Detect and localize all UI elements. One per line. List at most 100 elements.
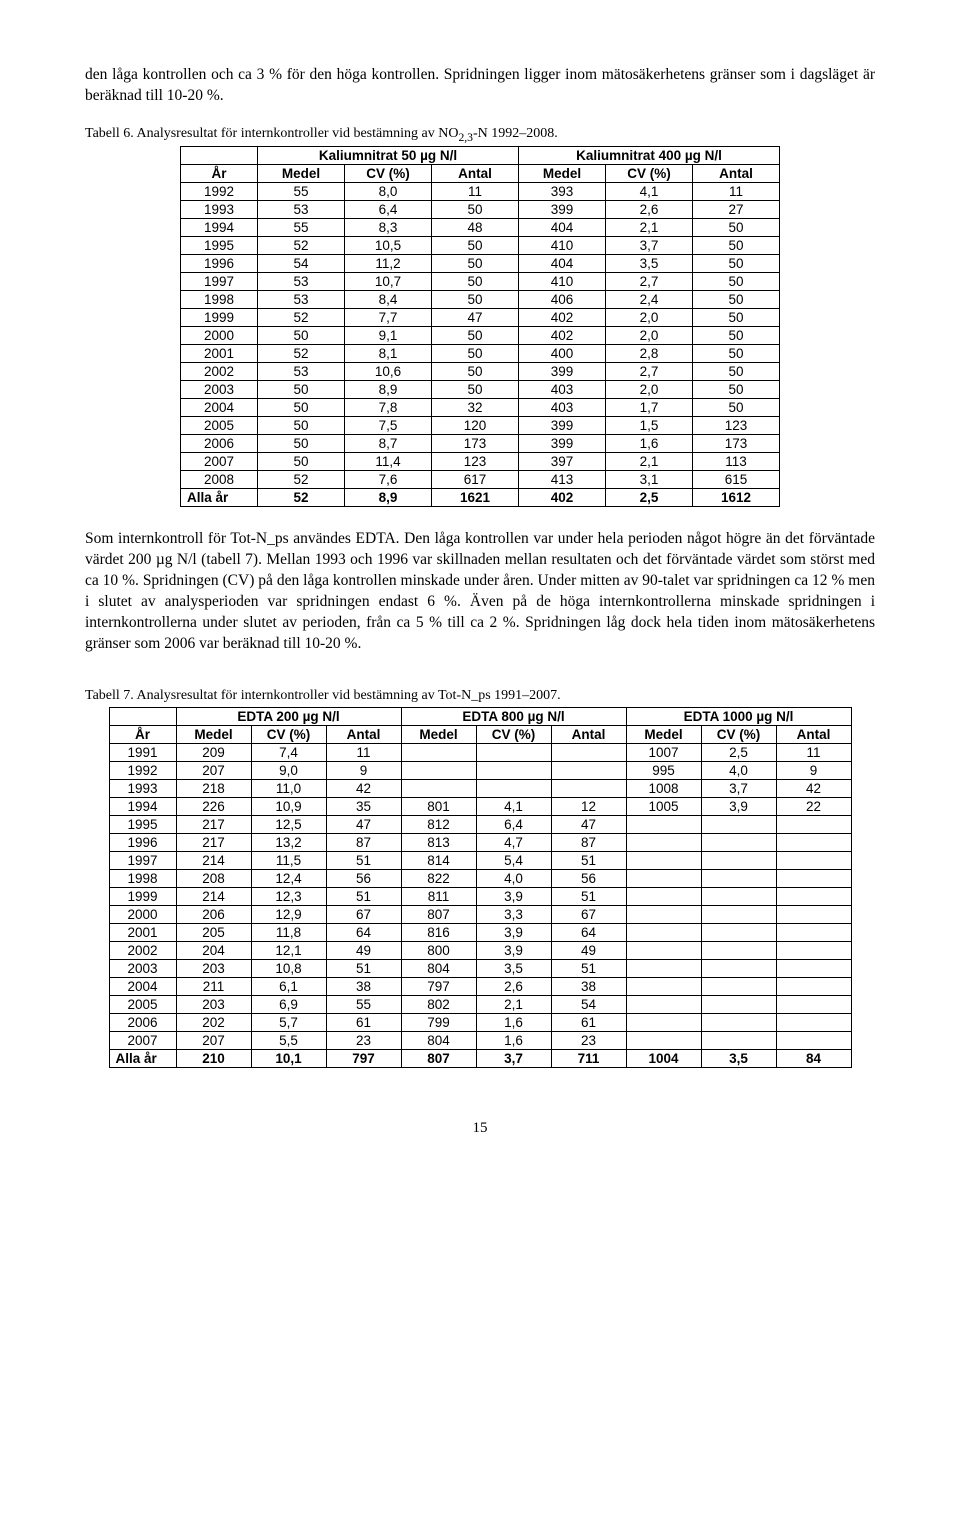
table-cell: 2000 xyxy=(109,905,176,923)
table-cell: 801 xyxy=(401,797,476,815)
table-cell: 52 xyxy=(258,471,345,489)
table-cell: 3,9 xyxy=(701,797,776,815)
table-cell: 1998 xyxy=(109,869,176,887)
table-cell xyxy=(626,995,701,1013)
table-cell: 203 xyxy=(176,995,251,1013)
col-medel-1: Medel xyxy=(258,165,345,183)
table-cell: 9 xyxy=(326,761,401,779)
col-medel-2: Medel xyxy=(401,725,476,743)
table-cell: 1994 xyxy=(109,797,176,815)
table-cell: 1996 xyxy=(109,833,176,851)
table-cell: 3,9 xyxy=(476,941,551,959)
table-cell: 800 xyxy=(401,941,476,959)
table-cell: 1,7 xyxy=(606,399,693,417)
table-cell: 8,7 xyxy=(345,435,432,453)
table-cell: 399 xyxy=(519,201,606,219)
col-cv-1: CV (%) xyxy=(251,725,326,743)
table-cell: 61 xyxy=(326,1013,401,1031)
col-cv-3: CV (%) xyxy=(701,725,776,743)
table-6-corner xyxy=(181,147,258,165)
table-cell: 10,7 xyxy=(345,273,432,291)
table-cell: 123 xyxy=(432,453,519,471)
table-cell: 32 xyxy=(432,399,519,417)
table-cell: 822 xyxy=(401,869,476,887)
table-cell: 217 xyxy=(176,833,251,851)
table-row: 2001528,1504002,850 xyxy=(181,345,780,363)
table-cell: 50 xyxy=(693,219,780,237)
table-cell: 1992 xyxy=(181,183,258,201)
table-cell: 1996 xyxy=(181,255,258,273)
table-cell xyxy=(776,1031,851,1049)
table-cell: 2,1 xyxy=(606,453,693,471)
table-row: Alla år528,916214022,51612 xyxy=(181,489,780,507)
table-cell: 42 xyxy=(776,779,851,797)
table-cell: 617 xyxy=(432,471,519,489)
table-cell xyxy=(776,887,851,905)
table-row: 199721411,5518145,451 xyxy=(109,851,851,869)
table-cell: 6,4 xyxy=(345,201,432,219)
table-cell: 50 xyxy=(258,435,345,453)
table-cell: 53 xyxy=(258,291,345,309)
table-cell: 397 xyxy=(519,453,606,471)
table-row: 19975310,7504102,750 xyxy=(181,273,780,291)
table-7-header-row: År Medel CV (%) Antal Medel CV (%) Antal… xyxy=(109,725,851,743)
table-cell: 55 xyxy=(258,183,345,201)
table-cell: 406 xyxy=(519,291,606,309)
table-cell xyxy=(626,923,701,941)
col-antal-2: Antal xyxy=(551,725,626,743)
col-medel-1: Medel xyxy=(176,725,251,743)
table-cell: 4,0 xyxy=(701,761,776,779)
table-cell: 55 xyxy=(258,219,345,237)
table-cell: 87 xyxy=(326,833,401,851)
table-cell xyxy=(626,851,701,869)
table-cell: 54 xyxy=(551,995,626,1013)
table-cell: 7,7 xyxy=(345,309,432,327)
table-cell: 1997 xyxy=(181,273,258,291)
table-cell: 797 xyxy=(401,977,476,995)
table-row: 19955210,5504103,750 xyxy=(181,237,780,255)
table-cell: 5,4 xyxy=(476,851,551,869)
table-row: 2005507,51203991,5123 xyxy=(181,417,780,435)
table-cell: 813 xyxy=(401,833,476,851)
table-cell xyxy=(476,761,551,779)
table-6: Kaliumnitrat 50 µg N/l Kaliumnitrat 400 … xyxy=(180,146,780,507)
table-cell: 6,4 xyxy=(476,815,551,833)
table-cell xyxy=(701,905,776,923)
table-cell: 52 xyxy=(258,309,345,327)
table-cell: 804 xyxy=(401,1031,476,1049)
table-row: 19922079,099954,09 xyxy=(109,761,851,779)
table-cell xyxy=(626,977,701,995)
table-cell: 12,3 xyxy=(251,887,326,905)
table-cell: 47 xyxy=(551,815,626,833)
table-cell: 113 xyxy=(693,453,780,471)
table-cell: 50 xyxy=(432,255,519,273)
table-row: 2003508,9504032,050 xyxy=(181,381,780,399)
table-cell: 47 xyxy=(432,309,519,327)
table-cell: 61 xyxy=(551,1013,626,1031)
table-row: 1994558,3484042,150 xyxy=(181,219,780,237)
table-cell xyxy=(401,761,476,779)
table-cell xyxy=(701,1031,776,1049)
table-cell xyxy=(626,869,701,887)
table-cell: 214 xyxy=(176,887,251,905)
table-cell: 410 xyxy=(519,237,606,255)
table-cell: 7,8 xyxy=(345,399,432,417)
table-cell xyxy=(776,851,851,869)
table-cell: 400 xyxy=(519,345,606,363)
table-row: 199921412,3518113,951 xyxy=(109,887,851,905)
table-cell: 804 xyxy=(401,959,476,977)
table-cell: 2001 xyxy=(181,345,258,363)
table-cell: 50 xyxy=(258,417,345,435)
table-cell: 49 xyxy=(326,941,401,959)
table-cell: 50 xyxy=(432,291,519,309)
table-cell: 995 xyxy=(626,761,701,779)
table-cell: 10,8 xyxy=(251,959,326,977)
table-cell: 10,5 xyxy=(345,237,432,255)
table-7-group-1: EDTA 200 µg N/l xyxy=(176,707,401,725)
table-cell xyxy=(551,761,626,779)
table-row: 200020612,9678073,367 xyxy=(109,905,851,923)
table-cell: 1008 xyxy=(626,779,701,797)
table-cell: 52 xyxy=(258,489,345,507)
table-cell: 50 xyxy=(693,273,780,291)
table-cell: 404 xyxy=(519,219,606,237)
